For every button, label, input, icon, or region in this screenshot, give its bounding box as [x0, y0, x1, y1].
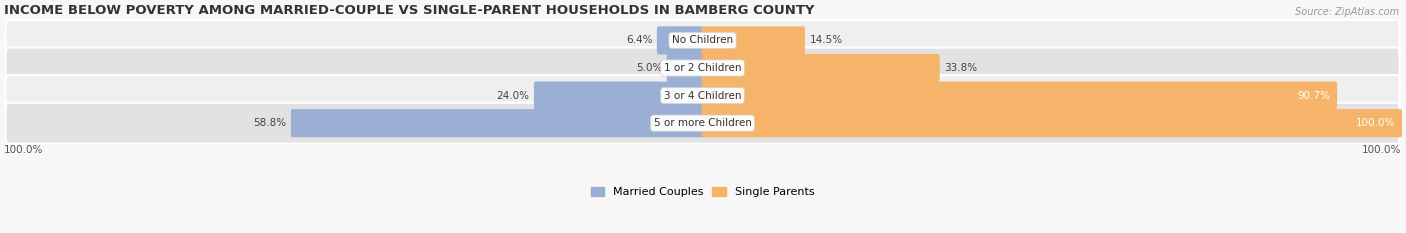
FancyBboxPatch shape: [6, 103, 1399, 144]
Text: 3 or 4 Children: 3 or 4 Children: [664, 91, 741, 101]
FancyBboxPatch shape: [291, 109, 703, 137]
FancyBboxPatch shape: [702, 109, 1402, 137]
Text: 100.0%: 100.0%: [1355, 118, 1395, 128]
Text: 100.0%: 100.0%: [4, 145, 44, 155]
FancyBboxPatch shape: [534, 82, 703, 110]
Text: INCOME BELOW POVERTY AMONG MARRIED-COUPLE VS SINGLE-PARENT HOUSEHOLDS IN BAMBERG: INCOME BELOW POVERTY AMONG MARRIED-COUPL…: [4, 4, 814, 17]
Text: 14.5%: 14.5%: [810, 35, 842, 45]
FancyBboxPatch shape: [6, 75, 1399, 116]
Text: 6.4%: 6.4%: [626, 35, 652, 45]
FancyBboxPatch shape: [702, 26, 804, 55]
Text: No Children: No Children: [672, 35, 733, 45]
Text: Source: ZipAtlas.com: Source: ZipAtlas.com: [1295, 7, 1399, 17]
FancyBboxPatch shape: [657, 26, 703, 55]
Legend: Married Couples, Single Parents: Married Couples, Single Parents: [591, 187, 814, 197]
FancyBboxPatch shape: [702, 82, 1337, 110]
Text: 100.0%: 100.0%: [1361, 145, 1400, 155]
Text: 24.0%: 24.0%: [496, 91, 530, 101]
Text: 1 or 2 Children: 1 or 2 Children: [664, 63, 741, 73]
FancyBboxPatch shape: [6, 20, 1399, 61]
FancyBboxPatch shape: [702, 54, 939, 82]
Text: 5.0%: 5.0%: [636, 63, 662, 73]
FancyBboxPatch shape: [666, 54, 703, 82]
FancyBboxPatch shape: [6, 48, 1399, 88]
Text: 90.7%: 90.7%: [1298, 91, 1330, 101]
Text: 58.8%: 58.8%: [253, 118, 287, 128]
Text: 5 or more Children: 5 or more Children: [654, 118, 752, 128]
Text: 33.8%: 33.8%: [945, 63, 977, 73]
